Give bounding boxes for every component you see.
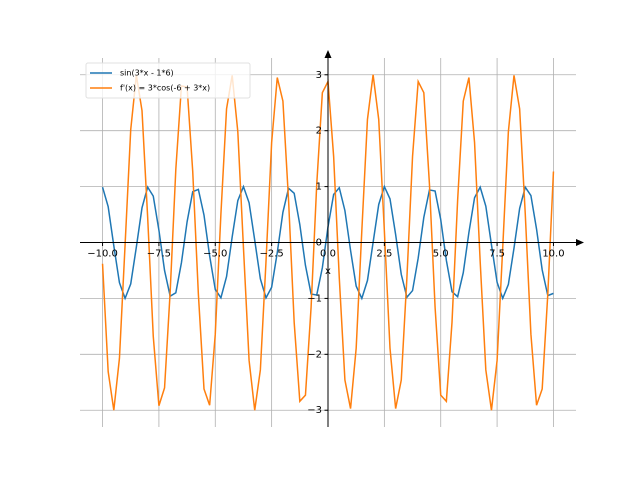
y-tick-label: 1 <box>316 182 322 193</box>
x-tick-label: −2.5 <box>259 249 283 260</box>
y-axis-arrow <box>324 50 332 58</box>
legend-label: f'(x) = 3*cos(-6 + 3*x) <box>120 84 210 93</box>
x-tick-label: 0.0 <box>320 249 336 260</box>
y-tick-label: −2 <box>307 349 322 360</box>
x-tick-label: 7.5 <box>489 249 505 260</box>
y-tick-label: 2 <box>316 126 322 137</box>
y-tick-label: 0 <box>316 238 322 249</box>
x-tick-label: −7.5 <box>147 249 171 260</box>
legend: sin(3*x - 1*6) f'(x) = 3*cos(-6 + 3*x) <box>85 62 251 99</box>
x-tick-label: 2.5 <box>376 249 392 260</box>
y-tick-label: −3 <box>307 405 322 416</box>
y-tick-label: 3 <box>316 70 322 81</box>
legend-frame <box>85 62 251 99</box>
legend-label: sin(3*x - 1*6) <box>120 69 174 78</box>
x-tick-label: −5.0 <box>203 249 227 260</box>
x-tick-label: −10.0 <box>87 249 118 260</box>
x-tick-label: 10.0 <box>542 249 564 260</box>
x-tick-label: 5.0 <box>433 249 449 260</box>
x-axis-arrow <box>576 239 584 246</box>
y-tick-label: −1 <box>307 293 322 304</box>
